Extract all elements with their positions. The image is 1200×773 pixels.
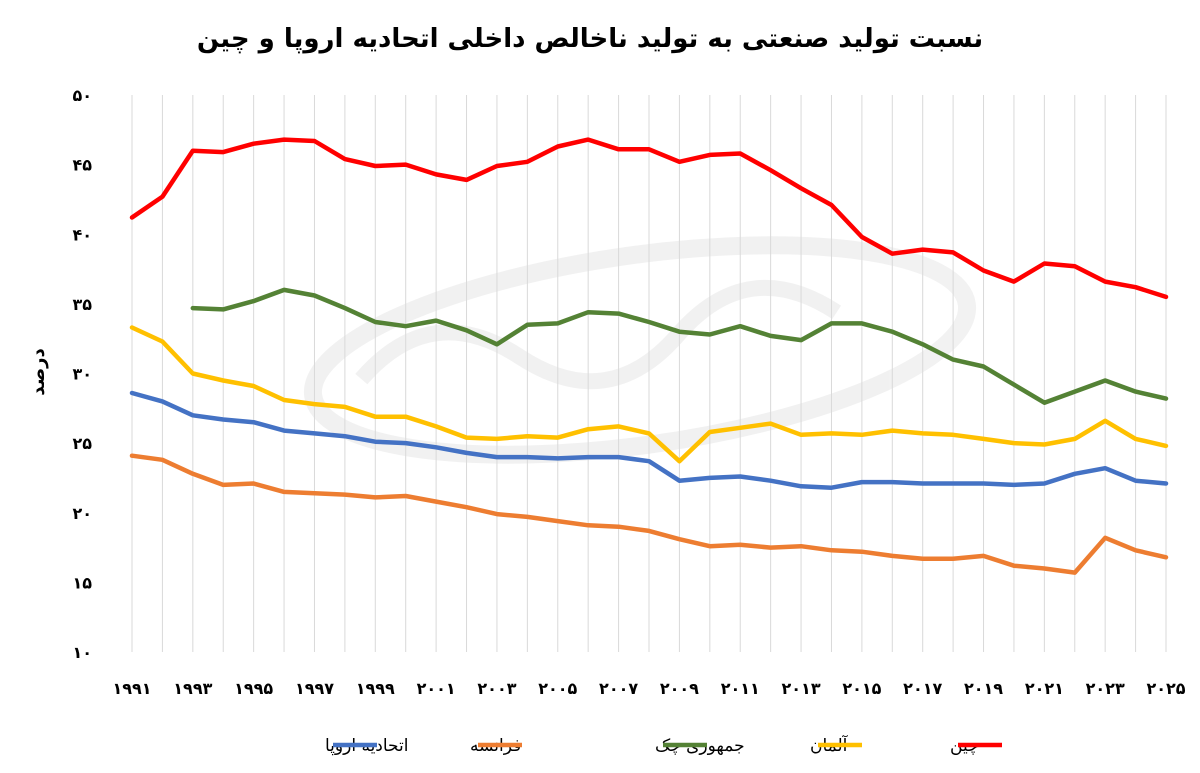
x-tick-label: ۲۰۰۹	[660, 679, 699, 698]
series-line-4	[129, 137, 1169, 300]
series-line-3	[129, 325, 1169, 464]
x-tick-label: ۲۰۲۱	[1025, 679, 1064, 698]
x-tick-label: ۲۰۲۵	[1146, 679, 1185, 698]
x-tick-label: ۲۰۰۷	[599, 679, 638, 698]
series-line-2	[190, 287, 1169, 405]
y-tick-label: ۱۵	[72, 573, 92, 592]
x-tick-label: ۲۰۱۱	[721, 679, 760, 698]
x-tick-label: ۱۹۹۷	[295, 679, 334, 698]
x-tick-label: ۲۰۰۵	[538, 679, 577, 698]
series-line-0	[129, 390, 1169, 490]
chart-title: نسبت تولید صنعتی به تولید ناخالص داخلی ا…	[197, 24, 983, 54]
x-tick-label: ۱۹۹۹	[356, 679, 395, 698]
y-tick-label: ۴۰	[72, 225, 92, 244]
y-tick-label: ۵۰	[72, 86, 92, 105]
gridlines	[131, 95, 1167, 652]
y-tick-label: ۲۰	[72, 504, 92, 523]
x-tick-label: ۲۰۱۷	[903, 679, 942, 698]
x-tick-label: ۲۰۲۳	[1086, 679, 1125, 698]
x-tick-label: ۲۰۰۱	[417, 679, 456, 698]
watermark	[303, 236, 977, 464]
x-tick-label: ۱۹۹۱	[112, 679, 151, 698]
series-lines	[129, 137, 1169, 575]
x-tick-label: ۱۹۹۳	[173, 679, 212, 698]
x-tick-label: ۲۰۰۳	[477, 679, 516, 698]
legend: اتحادیه اروپافرانسهجمهوری چکآلمانچین	[325, 734, 1002, 756]
y-tick-label: ۳۰	[72, 365, 92, 384]
y-axis: ۱۰ ۱۵ ۲۰ ۲۵ ۳۰ ۳۵ ۴۰ ۴۵ ۵۰	[72, 86, 92, 662]
x-tick-label: ۲۰۱۹	[964, 679, 1003, 698]
y-axis-label: درصد	[28, 348, 49, 395]
x-tick-label: ۲۰۱۵	[842, 679, 881, 698]
y-tick-label: ۱۰	[72, 643, 92, 662]
y-tick-label: ۲۵	[72, 434, 92, 453]
x-tick-label: ۲۰۱۳	[782, 679, 821, 698]
series-line-1	[129, 453, 1169, 575]
y-tick-label: ۴۵	[72, 156, 92, 175]
y-tick-label: ۳۵	[72, 295, 92, 314]
x-tick-label: ۱۹۹۵	[234, 679, 273, 698]
x-axis: ۱۹۹۱ ۱۹۹۳ ۱۹۹۵ ۱۹۹۷ ۱۹۹۹ ۲۰۰۱ ۲۰۰۳ ۲۰۰۵ ۲۰۰۷ ۲۰۰۹…	[112, 679, 1185, 698]
